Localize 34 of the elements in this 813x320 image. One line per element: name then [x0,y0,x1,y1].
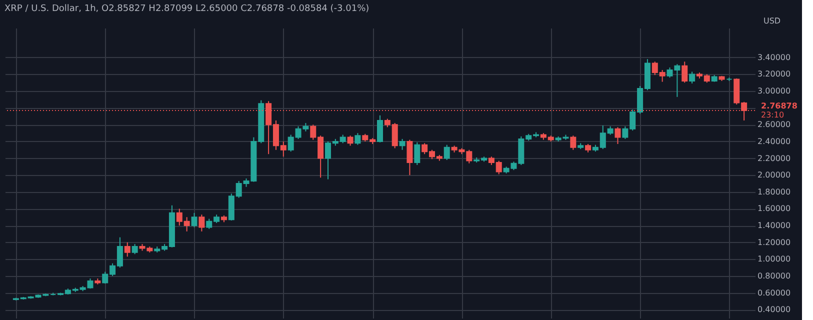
y-tick-label: 3.20000 [758,70,791,79]
y-tick-label: 2.40000 [758,136,791,146]
y-tick-label: 2.00000 [758,170,791,180]
y-tick-label: 0.80000 [758,271,791,280]
y-tick-label: 0.40000 [758,305,791,314]
candlestick [689,71,696,84]
y-tick-label: 0.60000 [758,288,791,298]
y-tick-label: 1.20000 [758,238,791,247]
y-tick-label: 2.20000 [758,154,791,163]
text: 23:10 [761,110,784,120]
y-tick-label: 1.40000 [758,221,791,230]
y-tick-label: 1.80000 [758,187,791,196]
candlestick [682,61,688,84]
candlestick [414,142,420,166]
candlestick [191,212,198,228]
y-tick-label: 2.60000 [758,120,791,130]
candlestick [124,242,130,258]
y-tick-label: 1.00000 [758,254,791,264]
y-axis-title: USD [764,16,781,26]
candlestick [132,244,138,255]
candlestick [347,135,354,146]
candlestick [377,114,383,143]
candlestick [406,139,413,176]
y-tick-label: 3.00000 [758,86,791,96]
candlestick [399,138,406,150]
y-tick-label: 1.60000 [758,204,791,214]
candlestick [354,132,361,146]
y-tick-label: 3.40000 [758,52,791,62]
chart-title: XRP / U.S. Dollar, 1h, O2.85827 H2.87099 L2.65000 C2.76878 -0.08584 (-3.01%) [4,4,370,14]
candlestick [570,135,576,150]
candlestick [444,144,450,160]
ref-line-label: 2.76878 [761,101,798,110]
candlestick [198,214,205,232]
candlestick [614,126,621,144]
